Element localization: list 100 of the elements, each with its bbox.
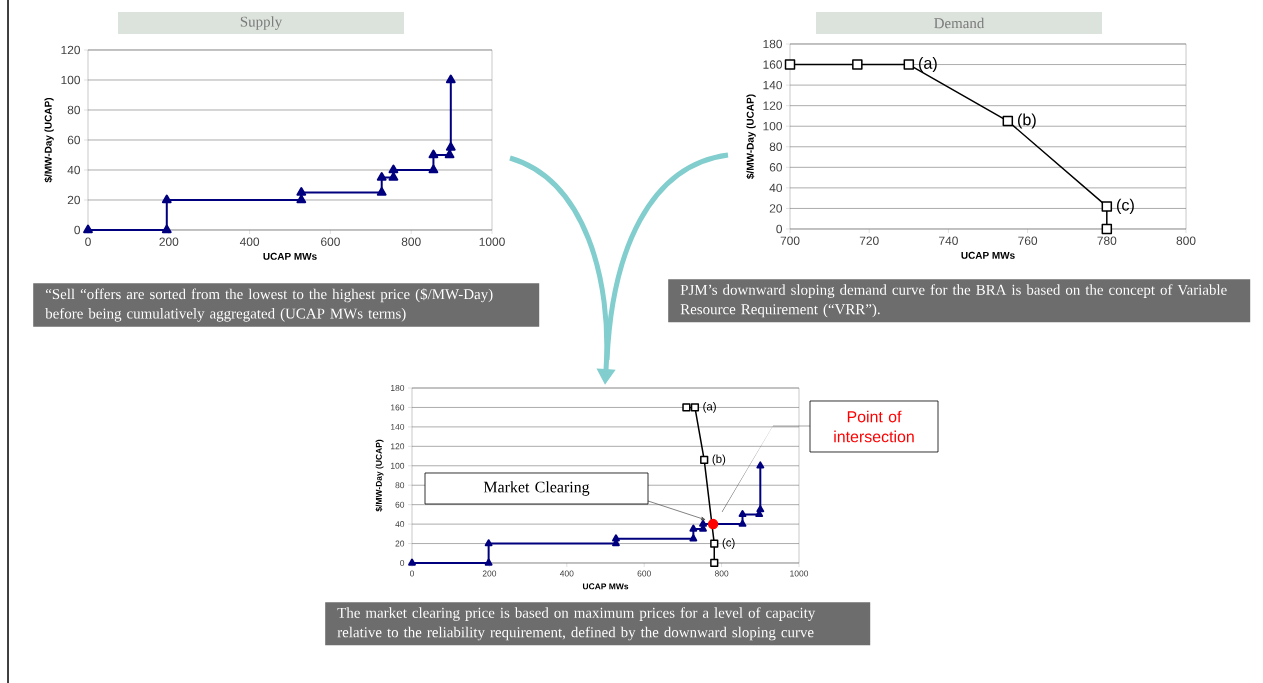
point <box>784 59 796 70</box>
annotation: (a) <box>703 402 716 413</box>
y-axis-title: $/MW-Day (UCAP) <box>746 94 756 179</box>
point <box>1101 201 1113 212</box>
point <box>852 59 863 70</box>
point <box>376 172 387 181</box>
y-tick-label: 60 <box>769 163 783 172</box>
y-axis-title: $/MW-Day (UCAP) <box>375 439 384 512</box>
point <box>388 164 399 174</box>
annotation: (c) <box>722 538 735 549</box>
annotation: (a) <box>919 57 937 73</box>
x-tick-label: 800 <box>401 237 421 246</box>
y-tick-label: 20 <box>769 204 783 213</box>
chart-title: Demand <box>934 17 985 29</box>
y-tick-label: 100 <box>61 75 81 85</box>
x-tick-label: 720 <box>859 236 879 245</box>
point <box>161 224 172 234</box>
annotation: (b) <box>1018 113 1036 129</box>
text: The market clearing price is based on maximum prices for a level of capacity relative to the reliability requirement, defined by the downward sloping curve <box>337 607 816 641</box>
x-tick-label: 600 <box>321 237 340 246</box>
point <box>738 519 747 527</box>
x-tick-label: 760 <box>1018 236 1038 245</box>
y-tick-label: 20 <box>67 195 81 205</box>
point <box>689 524 698 532</box>
x-tick-label: 600 <box>637 570 651 577</box>
y-tick-label: 120 <box>391 443 405 450</box>
y-tick-label: 60 <box>395 501 405 508</box>
y-tick-label: 160 <box>763 60 783 69</box>
x-tick-label: 200 <box>482 570 497 577</box>
y-tick-label: 40 <box>395 521 405 528</box>
y-tick-label: 120 <box>763 101 783 110</box>
y-tick-label: 0 <box>74 225 81 235</box>
x-tick-label: 700 <box>780 236 800 245</box>
chart-title: Supply <box>240 16 283 30</box>
y-tick-label: 20 <box>395 540 405 547</box>
y-tick-label: 120 <box>61 45 81 55</box>
y-tick-label: 80 <box>395 482 405 489</box>
x-tick-label: 1000 <box>790 570 809 577</box>
y-tick-label: 0 <box>776 224 783 234</box>
point <box>700 455 709 465</box>
y-tick-label: 100 <box>391 462 405 469</box>
x-tick-label: 200 <box>159 237 179 246</box>
x-axis-title: UCAP MWs <box>263 252 317 260</box>
y-tick-label: 80 <box>769 142 783 151</box>
point <box>408 558 416 566</box>
point <box>445 142 456 151</box>
point <box>296 187 307 196</box>
y-tick-label: 160 <box>391 404 405 411</box>
point <box>710 558 719 568</box>
annotation: (c) <box>1117 198 1134 214</box>
point <box>161 194 172 204</box>
x-tick-label: 1000 <box>479 237 505 246</box>
x-tick-label: 740 <box>939 236 958 245</box>
annotation: Market Clearing <box>483 481 590 496</box>
point <box>1101 223 1113 235</box>
point <box>690 403 700 412</box>
x-tick-label: 780 <box>1097 236 1117 245</box>
x-tick-label: 0 <box>409 570 415 577</box>
y-tick-label: 0 <box>400 560 405 566</box>
y-tick-label: 40 <box>769 183 783 193</box>
x-tick-label: 400 <box>239 237 260 246</box>
point <box>1002 115 1014 127</box>
text: Point of intersection <box>834 410 914 443</box>
point <box>738 510 747 518</box>
y-tick-label: 60 <box>67 135 81 145</box>
y-tick-label: 100 <box>763 121 783 131</box>
y-axis-title: $/MW-Day (UCAP) <box>44 97 54 183</box>
point <box>445 74 456 84</box>
x-tick-label: 800 <box>1176 236 1196 245</box>
point <box>484 539 493 547</box>
x-tick-label: 0 <box>85 237 91 246</box>
point <box>682 403 691 412</box>
text: PJM’s downward sloping demand curve for the BRA is based on the concept of Variable Resource Requirement (“VRR”). <box>680 284 1227 318</box>
y-tick-label: 40 <box>67 165 81 175</box>
point <box>612 534 620 542</box>
point <box>83 224 93 234</box>
point <box>388 172 399 181</box>
y-tick-label: 140 <box>391 423 405 430</box>
point <box>484 558 493 566</box>
point <box>689 534 698 542</box>
x-tick-label: 800 <box>714 570 729 577</box>
y-tick-label: 180 <box>391 385 405 391</box>
point <box>296 194 307 204</box>
point <box>376 187 387 196</box>
y-tick-label: 180 <box>763 39 783 49</box>
y-tick-label: 140 <box>763 80 783 90</box>
point <box>756 461 765 469</box>
x-axis-title: UCAP MWs <box>582 583 629 590</box>
point <box>903 59 915 70</box>
x-tick-label: 400 <box>559 570 574 577</box>
point <box>710 539 719 548</box>
point <box>699 519 707 527</box>
point <box>428 149 439 159</box>
point <box>707 518 719 530</box>
annotation: (b) <box>712 454 726 466</box>
point <box>444 149 455 159</box>
x-axis-title: UCAP MWs <box>961 251 1015 259</box>
y-tick-label: 80 <box>67 105 81 115</box>
text: “Sell “offers are sorted from the lowest to the highest price ($/MW-Day) before being cumulatively aggregated (UCAP MWs terms) <box>45 288 493 322</box>
point <box>756 505 765 513</box>
